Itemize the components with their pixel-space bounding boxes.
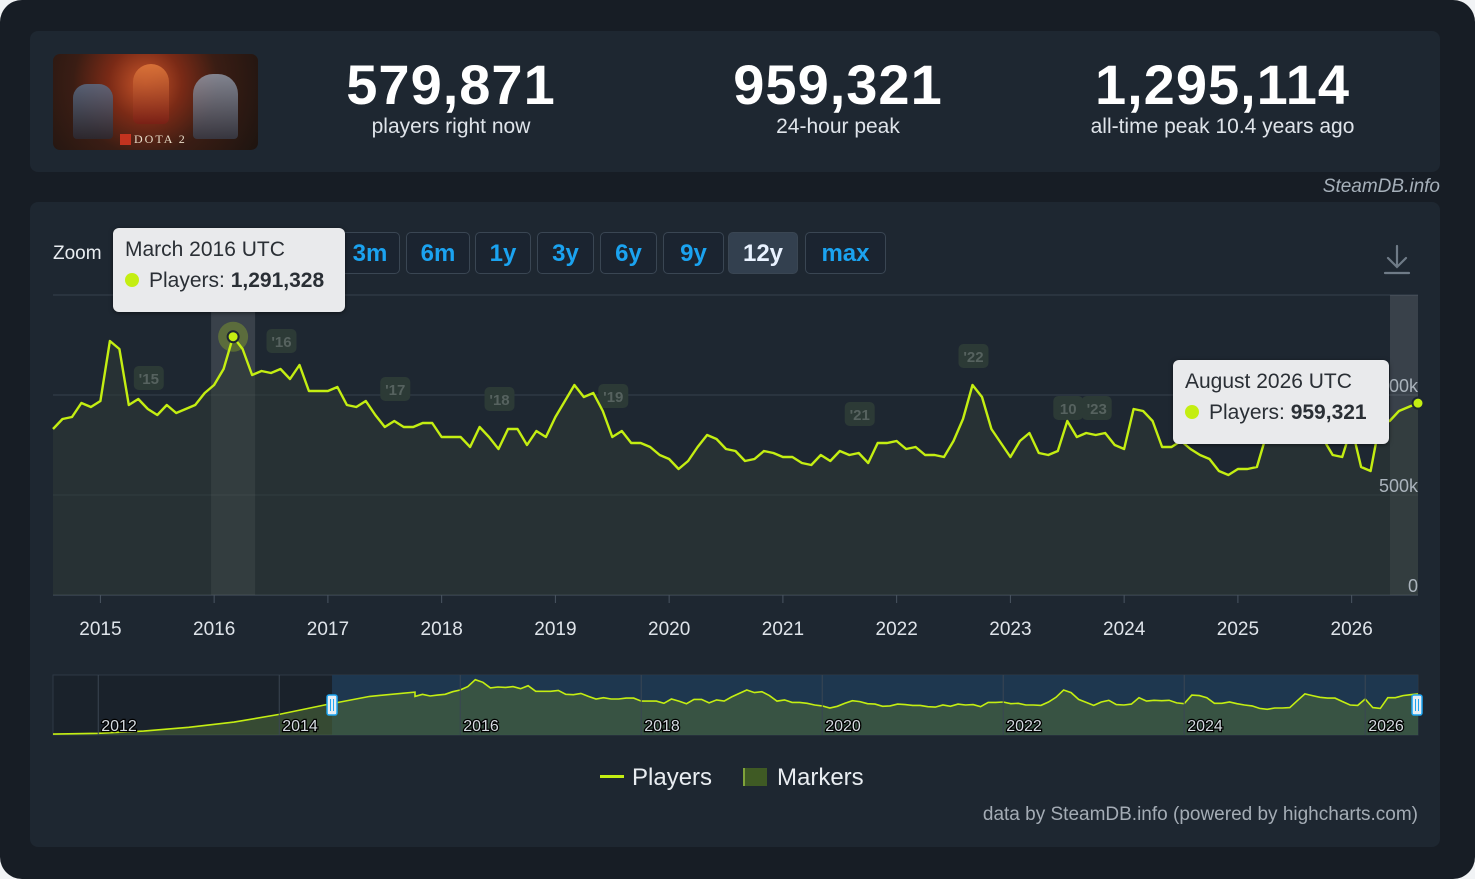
marker-flag [484, 387, 515, 411]
navigator-tick-label: 2012 [101, 718, 137, 735]
x-tick-label: 2023 [989, 619, 1031, 640]
marker-label: '15 [139, 371, 159, 388]
game-logo[interactable]: DOTA 2 [53, 54, 258, 150]
steamdb-credit[interactable]: SteamDB.info [1322, 176, 1440, 197]
tooltip-latest-row: Players: 959,321 [1185, 401, 1367, 425]
marker-label: '18 [489, 392, 509, 409]
chart-panel: '15 '16 '17 '18 '19 '21 '22 10 '23 2015 2016 2017 2… [30, 202, 1440, 847]
chart-credit[interactable]: data by SteamDB.info (powered by highcha… [982, 804, 1418, 825]
x-tick-label: 2020 [648, 619, 690, 640]
current-players-value: 579,871 [346, 53, 556, 116]
marker-flag [266, 329, 297, 353]
navigator-tick-label: 2014 [282, 718, 318, 735]
tooltip-peak-row: Players: 1,291,328 [125, 269, 324, 293]
y-tick-label: 500k [1379, 476, 1419, 496]
zoom-button-6y[interactable]: 6y [600, 232, 657, 274]
data-point [226, 330, 240, 344]
legend-markers-label: Markers [777, 764, 864, 791]
marker-label: '16 [271, 334, 291, 351]
navigator-tick-label: 2016 [463, 718, 499, 735]
x-tick-label: 2024 [1103, 619, 1146, 640]
marker-label: '22 [963, 349, 983, 366]
marker-flag [380, 377, 411, 401]
alltime-peak-label: all-time peak 10.4 years ago [1090, 115, 1355, 138]
marker-label: 10 [1060, 401, 1077, 418]
current-players-stat: 579,871 players right now [330, 55, 572, 139]
zoom-button-max[interactable]: max [805, 232, 886, 274]
x-tick-label: 2017 [307, 619, 349, 640]
tooltip-peak-value: 1,291,328 [230, 269, 325, 292]
navigator-tick-label: 2022 [1006, 718, 1042, 735]
x-tick-label: 2018 [421, 619, 463, 640]
tooltip-latest-title: August 2026 UTC [1185, 370, 1352, 393]
legend-item-players[interactable]: Players [600, 764, 712, 792]
players-line [52, 335, 1419, 477]
player-chart[interactable]: '15 '16 '17 '18 '19 '21 '22 10 '23 2015 2016 2017 2… [30, 202, 1440, 847]
marker-label: '23 [1087, 401, 1107, 418]
navigator-area [53, 679, 1418, 735]
zoom-button-3m[interactable]: 3m [340, 232, 400, 274]
series-area [53, 336, 1418, 595]
download-icon[interactable] [1380, 242, 1414, 276]
marker-flag [133, 366, 164, 390]
series-dot-icon [125, 273, 139, 287]
tooltip-peak-title: March 2016 UTC [125, 238, 285, 261]
marker-flag [958, 344, 989, 368]
marker-flag [844, 402, 875, 426]
navigator-tick-label: 2018 [644, 718, 680, 735]
x-tick-label: 2019 [534, 619, 576, 640]
x-tick-label: 2022 [876, 619, 918, 640]
tooltip-latest-series: Players: [1209, 401, 1285, 424]
peak-24h-label: 24-hour peak [776, 115, 900, 138]
marker-flag [1053, 396, 1084, 420]
tooltip-latest-value: 959,321 [1290, 401, 1367, 424]
marker-label: '17 [385, 382, 405, 399]
marker-flag [1081, 396, 1112, 420]
data-point [1411, 396, 1425, 410]
navigator-tick-label: 2024 [1187, 718, 1223, 735]
peak-24h-value: 959,321 [733, 53, 943, 116]
marker-label: '21 [850, 407, 870, 424]
alltime-peak-value: 1,295,114 [1094, 53, 1351, 116]
alltime-peak-stat: 1,295,114 all-time peak 10.4 years ago [1070, 55, 1375, 139]
navigator-handle[interactable] [1411, 694, 1423, 716]
navigator-tick-label: 2020 [825, 718, 861, 735]
zoom-button-12y[interactable]: 12y [728, 232, 798, 274]
zoom-button-9y[interactable]: 9y [663, 232, 724, 274]
x-tick-label: 2025 [1217, 619, 1259, 640]
legend-item-markers[interactable]: Markers [743, 764, 864, 792]
logo-figure [133, 64, 169, 124]
tooltip-peak: March 2016 UTC Players: 1,291,328 [113, 228, 345, 312]
stats-header: DOTA 2 579,871 players right now 959,321… [30, 31, 1440, 172]
navigator-line [52, 678, 1419, 735]
zoom-button-3y[interactable]: 3y [537, 232, 594, 274]
dota-logo-icon [120, 134, 131, 145]
navigator-tick-label: 2026 [1368, 718, 1404, 735]
x-tick-label: 2021 [762, 619, 804, 640]
logo-figure [73, 84, 113, 139]
zoom-button-6m[interactable]: 6m [406, 232, 470, 274]
navigator-handle[interactable] [326, 694, 338, 716]
current-players-label: players right now [371, 115, 531, 138]
x-tick-label: 2026 [1331, 619, 1373, 640]
marker-flag [598, 384, 629, 408]
zoom-label: Zoom [53, 243, 102, 264]
logo-text: DOTA 2 [134, 132, 187, 146]
zoom-button-1y[interactable]: 1y [475, 232, 531, 274]
flag-icon [743, 768, 767, 786]
peak-24h-stat: 959,321 24-hour peak [715, 55, 961, 139]
logo-figure [193, 74, 238, 139]
x-tick-label: 2015 [79, 619, 121, 640]
legend-players-label: Players [632, 764, 713, 791]
tooltip-peak-series: Players: [149, 269, 225, 292]
y-tick-label: 0 [1408, 576, 1418, 596]
players-line-icon [600, 775, 624, 778]
x-tick-label: 2016 [193, 619, 235, 640]
marker-label: '19 [603, 389, 623, 406]
tooltip-latest: August 2026 UTC Players: 959,321 [1173, 360, 1389, 444]
series-dot-icon [1185, 405, 1199, 419]
